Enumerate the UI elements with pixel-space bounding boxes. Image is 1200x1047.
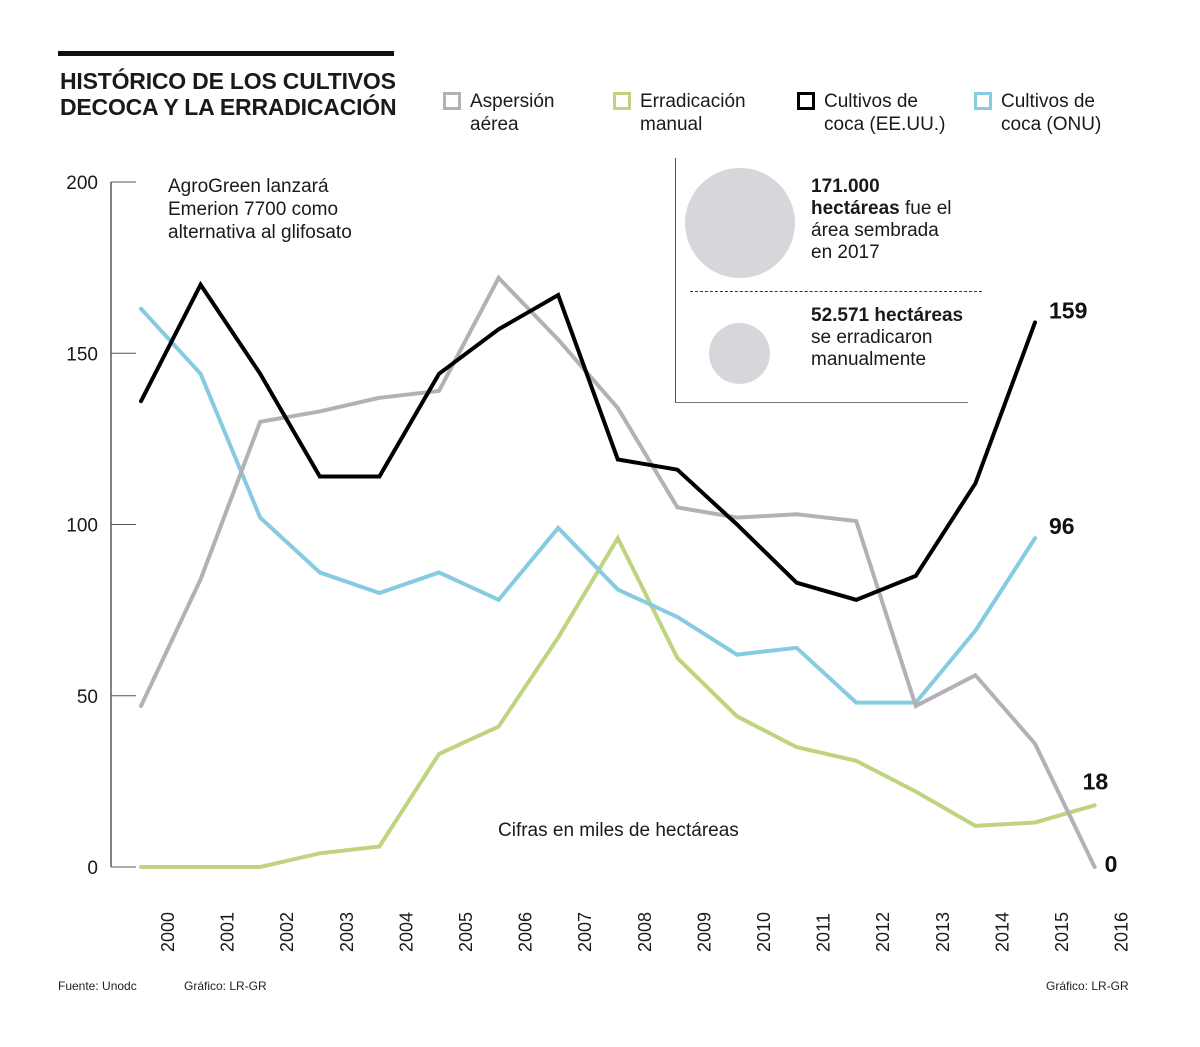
info-eradicated: 52.571 hectáreas se erradicaron manualme… (811, 305, 963, 371)
footer-credit-right: Gráfico: LR-GR (1046, 979, 1129, 993)
x-tick-label: 2016 (1112, 912, 1132, 952)
x-tick-label: 2005 (456, 912, 476, 952)
info-sown-unit: hectáreas (811, 198, 900, 219)
x-tick-label: 2001 (218, 912, 238, 952)
title-rule (58, 51, 394, 56)
legend-item-eeuu: Cultivos de coca (EE.UU.) (797, 90, 945, 136)
y-axis: 0 50 100 150 200 2000 2001 2002 2003 2004 2005 2006… (66, 173, 1131, 952)
x-tick-label: 2010 (754, 912, 774, 952)
info-eradicated-rest2: manualmente (811, 349, 927, 370)
info-sown-rest1: fue el (899, 198, 952, 219)
info-eradicated-number: 52.571 hectáreas (811, 305, 964, 326)
y-tick-label: 150 (66, 344, 98, 365)
info-eradicated-rest1: se erradicaron (811, 327, 933, 348)
y-tick-label: 100 (66, 516, 98, 537)
series-line-3 (139, 306, 1037, 705)
series-line-0 (139, 274, 1097, 869)
info-divider (690, 291, 982, 292)
footer-credit-left: Gráfico: LR-GR (184, 979, 267, 993)
x-tick-label: 2013 (933, 912, 953, 952)
legend-swatch-eeuu (797, 92, 815, 110)
legend-label-aspersion: Aspersión aérea (470, 91, 555, 135)
x-tick-label: 2008 (635, 912, 655, 952)
units-note: Cifras en miles de hectáreas (498, 820, 739, 841)
x-tick-label: 2003 (337, 912, 357, 952)
y-tick-label: 0 (87, 858, 98, 879)
series-line-2 (139, 280, 1037, 602)
info-box: 171.000 hectáreas fue el área sembrada e… (675, 158, 982, 403)
x-tick-label: 2012 (873, 912, 893, 952)
x-tick-label: 2000 (158, 912, 178, 952)
y-tick-label: 200 (66, 173, 98, 194)
y-tick-label: 50 (77, 687, 98, 708)
legend-swatch-onu (974, 92, 992, 110)
end-value-label: 18 (1083, 768, 1109, 794)
annotation-agrogreen: AgroGreen lanzará Emerion 7700 como alte… (168, 176, 352, 243)
end-value-label: 96 (1049, 513, 1075, 539)
x-tick-label: 2014 (992, 912, 1012, 952)
legend-label-eeuu: Cultivos de coca (EE.UU.) (824, 91, 946, 135)
x-tick-label: 2004 (396, 912, 416, 952)
info-sown-rest2: área sembrada (811, 220, 939, 241)
x-tick-label: 2011 (814, 913, 834, 952)
chart-title-line1: HISTÓRICO DE LOS CULTIVOS (60, 68, 396, 94)
series-layer (139, 274, 1097, 869)
end-value-label: 0 (1105, 851, 1118, 877)
label-layer: 18 96 0 159 (1049, 297, 1117, 877)
legend-item-onu: Cultivos de coca (ONU) (974, 90, 1101, 136)
legend-item-erradicacion: Erradicación manual (613, 90, 746, 136)
x-tick-label: 2007 (575, 912, 595, 952)
x-tick-label: 2009 (694, 912, 714, 952)
info-sown-area: 171.000 hectáreas fue el área sembrada e… (811, 176, 952, 264)
legend-swatch-aspersion (443, 92, 461, 110)
bubble-sown-area (685, 168, 795, 278)
chart-title: HISTÓRICO DE LOS CULTIVOS DECOCA Y LA ER… (60, 68, 397, 120)
legend-swatch-erradicacion (613, 92, 631, 110)
x-tick-label: 2002 (277, 912, 297, 952)
footer-source: Fuente: Unodc (58, 979, 137, 993)
x-tick-label: 2015 (1052, 912, 1072, 952)
bubble-eradicated (709, 323, 770, 384)
legend-label-onu: Cultivos de coca (ONU) (1001, 91, 1102, 135)
x-tick-label: 2006 (516, 912, 536, 952)
info-sown-number: 171.000 (811, 176, 880, 197)
end-value-label: 159 (1049, 297, 1087, 323)
info-sown-rest3: en 2017 (811, 242, 880, 263)
legend-item-aspersion: Aspersión aérea (443, 90, 555, 136)
chart-title-line2: DECOCA Y LA ERRADICACIÓN (60, 94, 397, 120)
legend-label-erradicacion: Erradicación manual (640, 91, 746, 135)
